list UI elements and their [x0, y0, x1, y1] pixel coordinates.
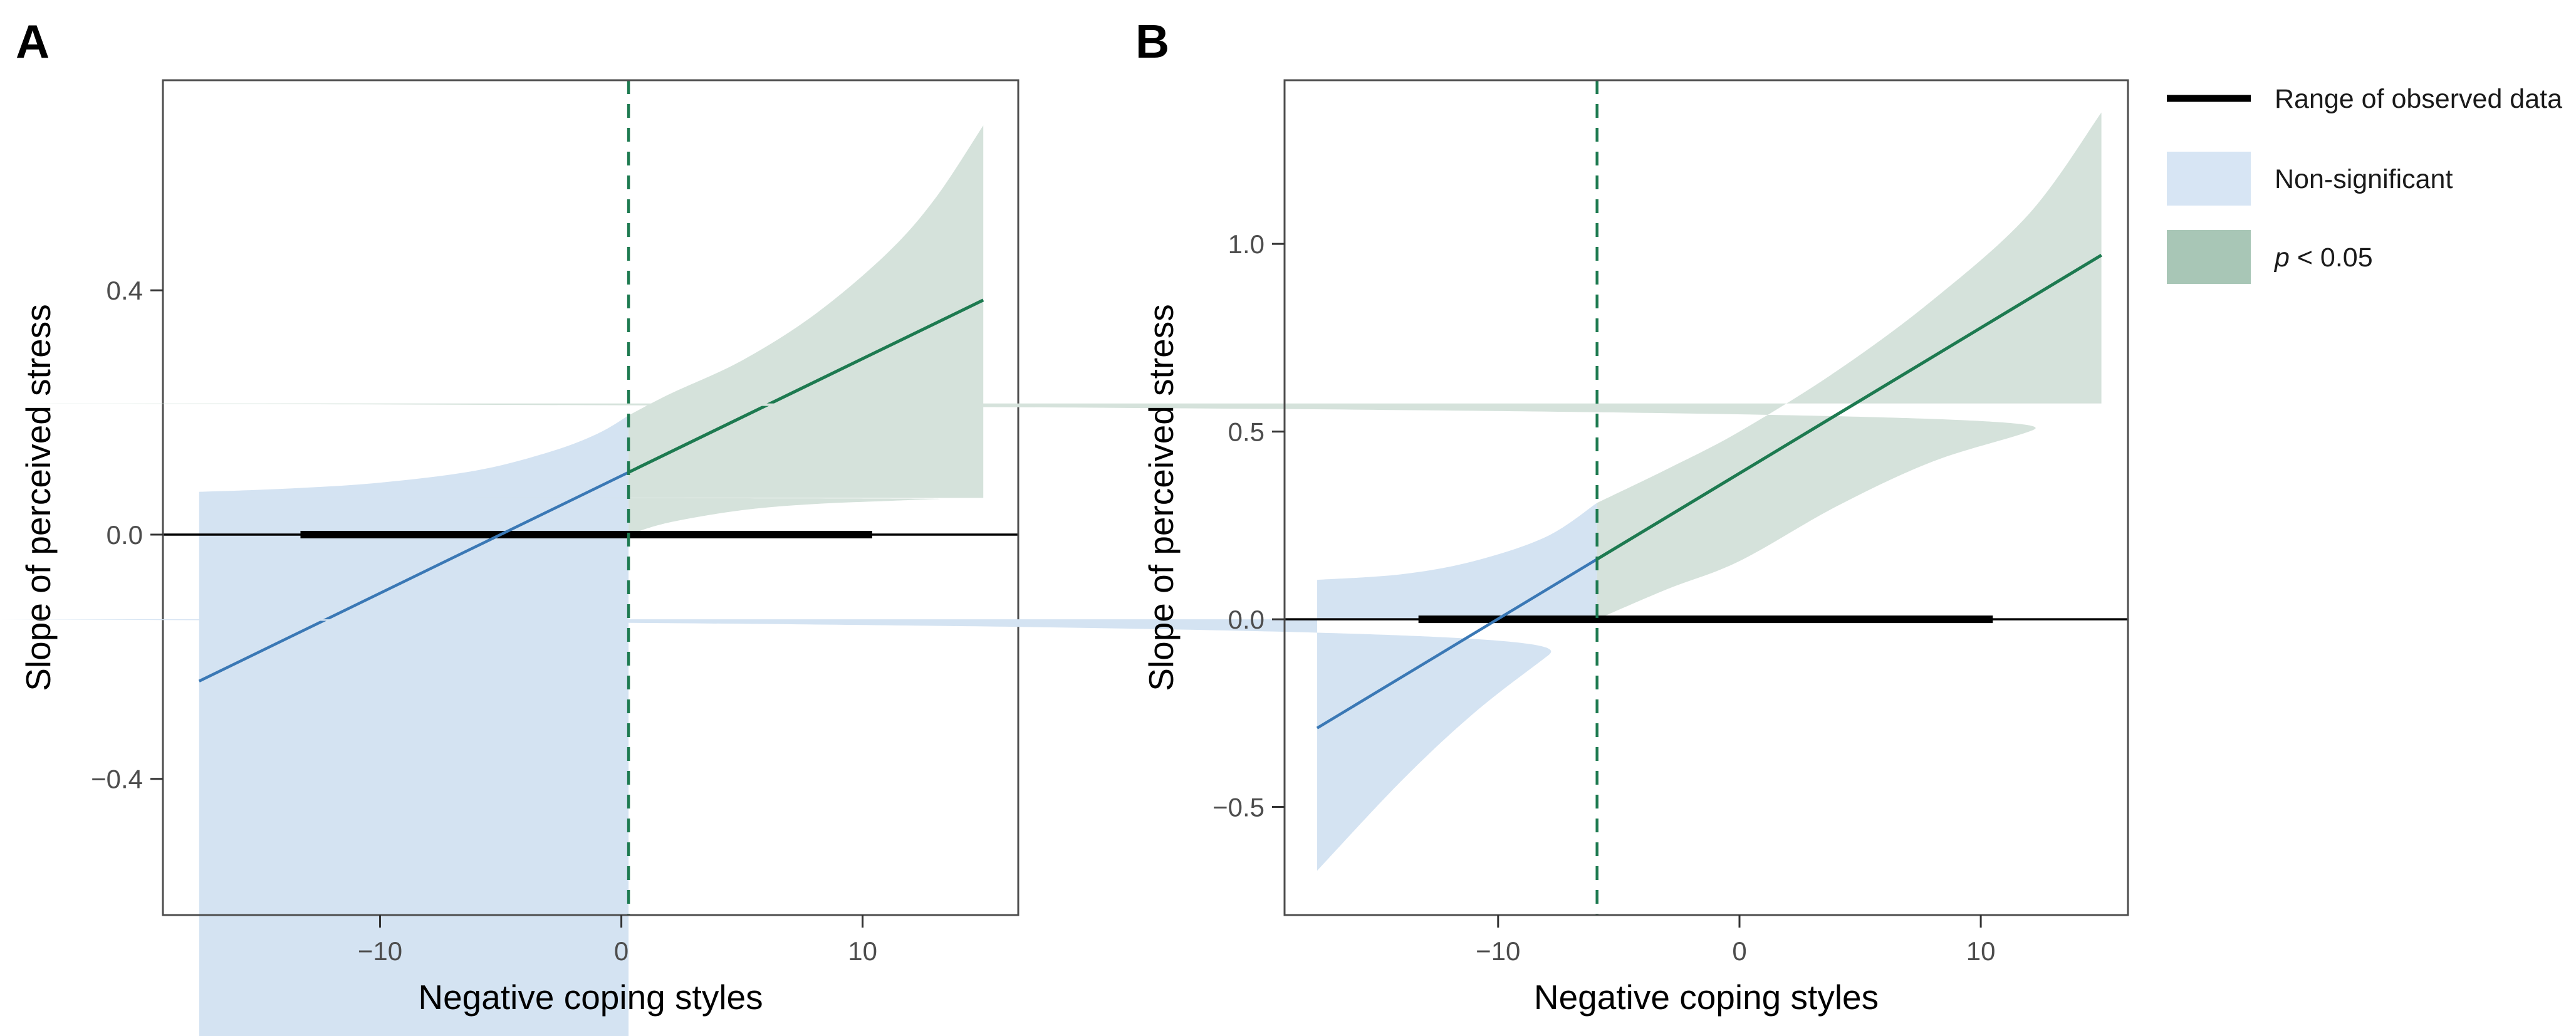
panel-b-x-tick-label: 0 — [1732, 936, 1746, 966]
legend-label-2: p < 0.05 — [2273, 243, 2373, 273]
panel-b-y-tick-label: 0.0 — [1228, 605, 1265, 634]
panel-a-nonsignificant-slope-line — [198, 471, 630, 683]
panel-a-nonsignificant-ribbon — [199, 415, 629, 1036]
legend-swatch-nonsignificant — [2167, 152, 2251, 206]
panel-a-y-tick-label: 0.0 — [107, 520, 143, 550]
panel-b-nonsignificant-slope-line — [1316, 558, 1598, 730]
panel-a-y-tick-label: −0.4 — [91, 765, 143, 794]
panel-b-y-axis-label: Slope of perceived stress — [1142, 304, 1181, 691]
panel-a-y-axis-label: Slope of perceived stress — [19, 304, 58, 691]
panel-b-border — [1283, 79, 2129, 916]
panel-b-x-tick-label: 10 — [1966, 936, 1996, 966]
panel-b-y-tick-label: 0.5 — [1228, 417, 1265, 447]
panel-b-y-tick-label: −0.5 — [1212, 793, 1265, 822]
panel-a-x-tick-label: 0 — [614, 936, 628, 966]
panel-b-y-tick-label: 1.0 — [1228, 229, 1265, 259]
legend-label-1: Non-significant — [2275, 164, 2453, 194]
panel-b-x-tick-label: −10 — [1476, 936, 1520, 966]
panel-a-significant-slope-line — [628, 298, 984, 474]
panel-a-x-axis-label: Negative coping styles — [418, 978, 763, 1017]
panel-a-x-tick-label: −10 — [358, 936, 402, 966]
legend-label-0: Range of observed data — [2275, 84, 2562, 114]
panel-label-a: A — [16, 15, 50, 68]
panel-a-y-tick-label: 0.4 — [107, 276, 143, 305]
panel-a-border — [162, 79, 1019, 916]
panel-a-x-tick-label: 10 — [848, 936, 877, 966]
panel-b-x-axis-label: Negative coping styles — [1534, 978, 1879, 1017]
panel-b-significant-slope-line — [1596, 253, 2102, 561]
panel-a-significant-ribbon — [0, 125, 984, 535]
panel-label-b: B — [1135, 15, 1169, 68]
legend-swatch-significant — [2167, 230, 2251, 284]
